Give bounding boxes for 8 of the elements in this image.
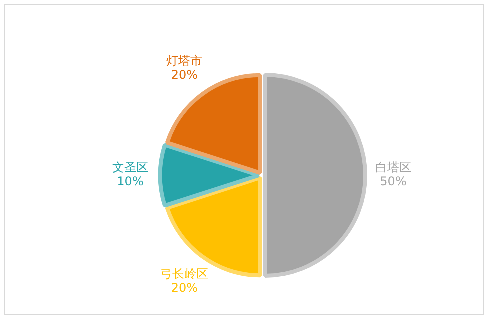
slice-label: 弓长岭区 [160,267,209,282]
data-label: 50% [380,174,407,189]
slice-label: 文圣区 [112,160,148,175]
slice-label: 白塔区 [376,160,412,175]
data-label: 20% [171,68,198,82]
slice-label: 灯塔市 [166,54,203,68]
data-label: 20% [171,281,198,296]
data-label: 10% [117,174,144,189]
